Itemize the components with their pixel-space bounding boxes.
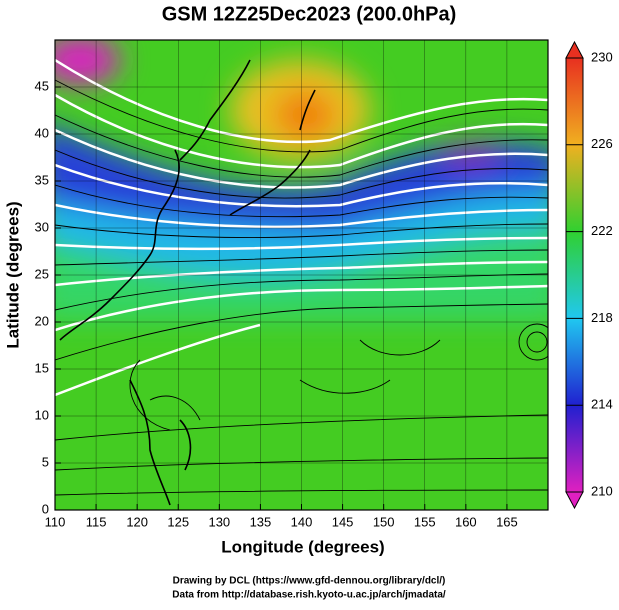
- x-tick-label: 155: [414, 514, 436, 529]
- x-tick-label: 160: [455, 514, 477, 529]
- colorbar-extend-bottom: [565, 491, 584, 510]
- x-tick-label: 135: [250, 514, 272, 529]
- colorbar-extend-top: [565, 40, 584, 59]
- colorbar-tick-label: 230: [591, 49, 613, 64]
- streamlines: [55, 79, 548, 496]
- y-tick-label: 5: [42, 454, 49, 469]
- field: [55, 40, 548, 510]
- y-tick-label: 40: [35, 125, 49, 140]
- y-axis-label: Latitude (degrees): [3, 201, 22, 348]
- colorbar-tick-label: 214: [591, 397, 613, 412]
- y-tick-label: 20: [35, 313, 49, 328]
- y-tick-label: 30: [35, 219, 49, 234]
- colorbar: [565, 57, 584, 493]
- colorbar-tick-label: 222: [591, 223, 613, 238]
- x-tick-label: 110: [45, 514, 66, 529]
- x-tick-label: 145: [332, 514, 354, 529]
- x-tick-label: 140: [291, 514, 313, 529]
- x-tick-label: 150: [373, 514, 395, 529]
- x-tick-label: 120: [126, 514, 148, 529]
- colorbar-tick-label: 226: [591, 136, 613, 151]
- x-tick-label: 125: [167, 514, 189, 529]
- credit: Drawing by DCL (https://www.gfd-dennou.o…: [173, 576, 446, 587]
- x-tick-label: 165: [496, 514, 518, 529]
- x-tick-label: 115: [86, 514, 107, 529]
- coastline: [59, 59, 316, 506]
- y-tick-label: 10: [35, 407, 49, 422]
- y-tick-label: 45: [35, 78, 49, 93]
- x-axis-label: Longitude (degrees): [221, 537, 384, 556]
- y-tick-label: 0: [42, 501, 49, 516]
- credit: Data from http://database.rish.kyoto-u.a…: [172, 590, 446, 601]
- contours: [55, 58, 548, 397]
- y-tick-label: 35: [35, 172, 49, 187]
- colorbar-tick-label: 210: [591, 483, 613, 498]
- y-tick-label: 15: [35, 360, 49, 375]
- chart-title: GSM 12Z25Dec2023 (200.0hPa): [162, 3, 457, 25]
- colorbar-tick-label: 218: [591, 310, 613, 325]
- y-tick-label: 25: [35, 266, 49, 281]
- x-tick-label: 130: [208, 514, 230, 529]
